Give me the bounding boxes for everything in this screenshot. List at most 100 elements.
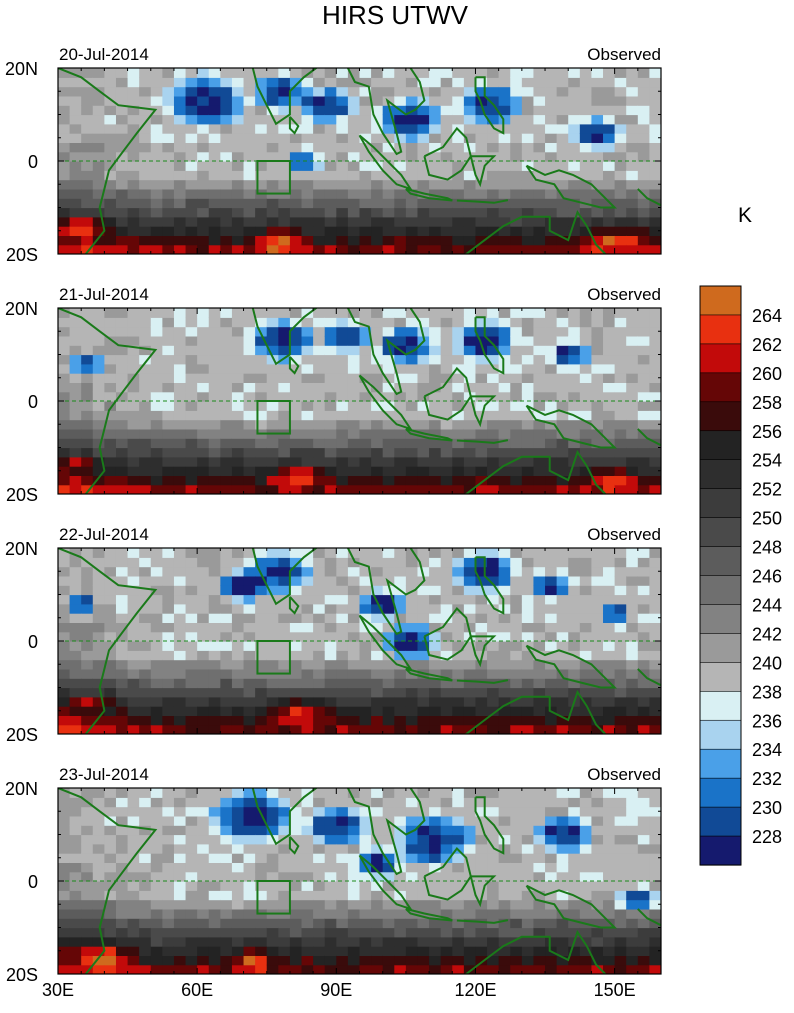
contour-cell: [359, 715, 372, 726]
coastline: [637, 188, 661, 207]
contour-cell: [289, 881, 303, 891]
contour-cell: [127, 715, 140, 726]
contour-cell: [197, 410, 210, 421]
contour-cell: [347, 114, 361, 125]
contour-cell: [81, 548, 94, 558]
contour-cell: [324, 715, 337, 726]
contour-cell: [487, 825, 500, 836]
contour-cell: [324, 575, 337, 586]
contour-cell: [533, 936, 546, 947]
contour-cell: [301, 585, 314, 596]
contour-cell: [475, 317, 488, 328]
contour-cell: [405, 603, 419, 614]
contour-cell: [92, 687, 105, 698]
contour-cell: [510, 548, 523, 558]
contour-cell: [556, 428, 569, 439]
contour-cell: [533, 123, 546, 134]
contour-cell: [475, 438, 488, 449]
contour-cell: [185, 244, 198, 254]
contour-cell: [289, 788, 303, 798]
contour-cell: [69, 881, 82, 891]
contour-cell: [81, 706, 94, 716]
contour-cell: [614, 678, 627, 689]
contour-cell: [475, 326, 488, 337]
contour-cell: [231, 188, 245, 199]
contour-cell: [440, 123, 453, 134]
contour-cell: [92, 706, 105, 716]
contour-cell: [475, 641, 488, 651]
contour-cell: [208, 401, 221, 411]
contour-cell: [324, 475, 337, 486]
contour-cell: [626, 466, 639, 476]
contour-cell: [417, 594, 430, 605]
contour-cell: [278, 161, 291, 171]
contour-cell: [614, 696, 627, 707]
contour-cell: [382, 188, 395, 199]
contour-cell: [405, 918, 419, 929]
contour-cell: [127, 308, 140, 318]
contour-cell: [150, 936, 163, 947]
contour-cell: [150, 317, 163, 328]
contour-cell: [440, 881, 453, 891]
contour-cell: [69, 235, 82, 246]
contour-cell: [266, 447, 279, 458]
contour-cell: [197, 862, 210, 873]
contour-cell: [69, 391, 82, 402]
contour-cell: [104, 484, 117, 494]
contour-cell: [69, 466, 82, 476]
contour-cell: [289, 908, 303, 919]
coastline: [58, 548, 158, 734]
contour-cell: [243, 363, 256, 374]
y-tick-label: 20S: [6, 965, 38, 985]
contour-cell: [289, 95, 303, 106]
coastline: [456, 919, 509, 924]
contour-cell: [452, 955, 465, 966]
contour-cell: [382, 927, 395, 938]
contour-cell: [579, 715, 593, 726]
contour-cell: [173, 326, 187, 337]
contour-cell: [591, 908, 604, 919]
contour-cell: [255, 918, 268, 929]
contour-cell: [556, 207, 569, 218]
contour-cell: [498, 613, 511, 623]
contour-cell: [382, 853, 395, 863]
contour-cell: [579, 964, 593, 974]
contour-cell: [58, 86, 71, 97]
contour-cell: [127, 622, 140, 633]
contour-cell: [382, 825, 395, 836]
contour-cell: [208, 428, 221, 439]
contour-cell: [58, 908, 71, 919]
contour-cell: [243, 207, 256, 218]
contour-cell: [498, 216, 511, 227]
contour-cell: [243, 603, 256, 614]
contour-cell: [139, 161, 152, 171]
contour-cell: [405, 373, 419, 383]
contour-cell: [301, 77, 314, 88]
contour-cell: [359, 668, 372, 679]
contour-cell: [150, 724, 163, 734]
contour-cell: [475, 244, 488, 254]
contour-cell: [394, 335, 407, 346]
contour-cell: [289, 797, 303, 808]
contour-cell: [452, 815, 465, 826]
contour-cell: [220, 918, 233, 929]
contour-cell: [69, 198, 82, 209]
contour-cell: [289, 706, 303, 716]
contour-cell: [591, 575, 604, 586]
contour-cell: [104, 363, 117, 374]
contour-cell: [405, 696, 419, 707]
contour-cell: [289, 170, 303, 181]
contour-cell: [150, 557, 163, 568]
contour-cell: [208, 908, 221, 919]
contour-cell: [69, 438, 82, 449]
contour-cell: [429, 188, 442, 199]
contour-cell: [220, 936, 233, 947]
contour-cell: [649, 68, 661, 78]
contour-cell: [208, 678, 221, 689]
contour-cell: [69, 363, 82, 374]
contour-cell: [521, 806, 535, 817]
contour-cell: [533, 428, 546, 439]
contour-cell: [487, 585, 500, 596]
contour-cell: [243, 862, 256, 873]
contour-cell: [162, 641, 175, 651]
